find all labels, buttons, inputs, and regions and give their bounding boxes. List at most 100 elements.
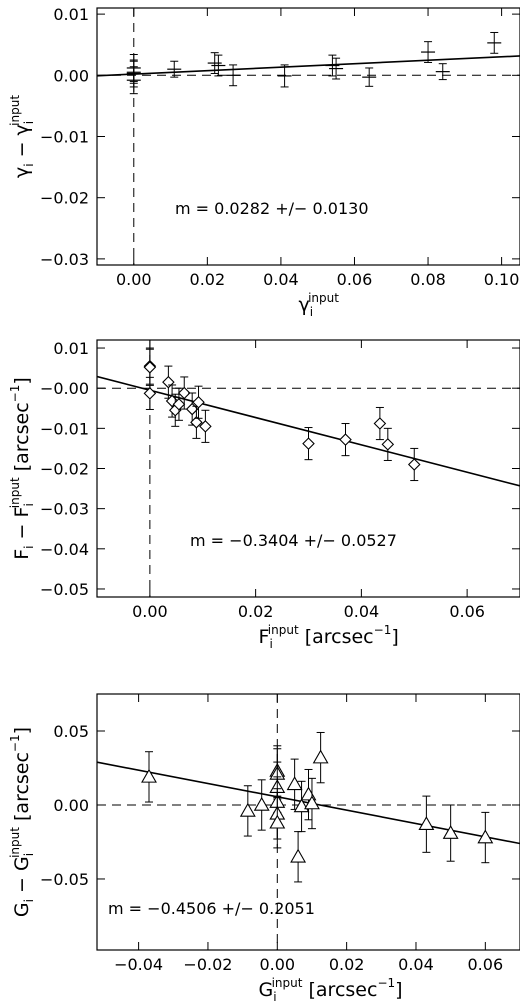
data-point [373, 406, 387, 441]
data-point [421, 41, 436, 63]
x-label-unit-sup: −1 [377, 976, 395, 990]
x-label-sup: input [308, 291, 339, 305]
x-label-unit-end: ] [395, 979, 402, 1001]
x-label-unit: [arcsec [302, 979, 377, 1001]
y-tick-label: −0.01 [40, 128, 89, 147]
triangle-marker [418, 816, 435, 831]
data-point [211, 54, 226, 77]
x-label-symbol: F [259, 626, 270, 648]
y-label-minus: − [11, 135, 33, 163]
plot-frame [96, 693, 520, 951]
x-label-symbol: G [259, 979, 274, 1001]
x-tick-label: 0.02 [238, 602, 274, 621]
x-tick-label: 0.08 [410, 270, 446, 289]
data-point [190, 405, 203, 439]
x-label-sub: i [310, 305, 313, 319]
y-axis-label: γi − γiinput [8, 95, 36, 178]
y-label-symbol: G [11, 902, 33, 917]
fit-annotation: m = −0.4506 +/− 0.2051 [108, 899, 315, 918]
diamond-marker [172, 397, 186, 411]
data-point [177, 376, 191, 410]
data-point [442, 804, 459, 862]
fit-line [97, 55, 520, 77]
x-tick-label: 0.02 [190, 270, 226, 289]
y-tick-label: −0.03 [40, 250, 89, 269]
y-tick-label: 0.00 [53, 796, 89, 815]
data-point [286, 758, 303, 810]
y-label-sub-2: i [22, 121, 36, 124]
y-label-symbol-2: F [11, 507, 33, 518]
data-point [339, 423, 352, 457]
x-axis-label: Fiinput [arcsec−1] [259, 623, 399, 651]
x-tick-label: 0.04 [398, 955, 434, 974]
plot-area [97, 694, 520, 950]
y-label-sub: i [22, 163, 36, 166]
data-point [312, 731, 329, 784]
x-axis-label: γiinput [299, 291, 340, 319]
data-point [329, 57, 344, 80]
triangle-marker [141, 768, 157, 783]
y-tick-label: −0.01 [40, 419, 89, 438]
triangle-marker [239, 802, 256, 817]
triangle-marker [290, 848, 307, 863]
y-label-symbol: F [11, 549, 33, 560]
x-tick-label: −0.02 [183, 955, 232, 974]
fit-annotation: m = −0.3404 +/− 0.0527 [190, 531, 397, 550]
x-label-sup: input [268, 623, 299, 637]
data-point [207, 52, 222, 74]
plot-area [97, 8, 520, 265]
triangle-marker [269, 814, 286, 829]
data-point [239, 785, 256, 837]
data-point [362, 67, 377, 87]
y-label-minus: − [11, 517, 33, 545]
y-label-symbol: γ [11, 167, 33, 178]
data-point [304, 777, 320, 830]
data-point [141, 751, 157, 803]
x-tick-label: 0.04 [263, 270, 299, 289]
y-tick-label: 0.01 [53, 5, 89, 24]
y-tick-label: 0.05 [53, 722, 89, 741]
x-tick-label: 0.06 [337, 270, 373, 289]
y-label-sup-2: input [8, 477, 22, 508]
x-tick-label: −0.04 [114, 955, 163, 974]
data-point [290, 831, 307, 883]
y-tick-label: −0.05 [40, 580, 89, 599]
triangle-marker [442, 824, 459, 839]
y-tick-label: 0.01 [53, 339, 89, 358]
x-label-unit-sup: −1 [374, 623, 392, 637]
y-tick-label: −0.05 [40, 870, 89, 889]
x-label-unit: [arcsec [299, 626, 374, 648]
y-label-unit-end: ] [11, 727, 33, 734]
diamond-marker [199, 420, 212, 433]
y-label-unit: [arcsec [11, 752, 33, 827]
triangle-marker [286, 776, 303, 791]
data-point [192, 385, 205, 419]
data-point [126, 60, 141, 84]
y-tick-label: −0.02 [40, 189, 89, 208]
y-label-unit-sup: −1 [8, 385, 22, 403]
data-point [302, 427, 315, 461]
data-point [143, 376, 157, 410]
y-label-sup-2: input [8, 827, 22, 858]
diamond-marker [143, 361, 157, 374]
diamond-marker [192, 395, 205, 409]
x-label-sub: i [273, 990, 276, 1004]
x-tick-label: 0.10 [484, 270, 520, 289]
x-label-sub: i [269, 637, 272, 651]
data-point [226, 64, 241, 87]
data-point [477, 811, 494, 864]
x-label-sup: input [272, 976, 303, 990]
y-label-sub-2: i [22, 853, 36, 856]
data-point [253, 779, 270, 831]
data-point [269, 797, 286, 849]
plot-area [97, 340, 520, 597]
y-label-sub: i [22, 899, 36, 902]
x-axis-label: Giinput [arcsec−1] [259, 976, 403, 1004]
data-point [407, 447, 421, 482]
x-tick-label: 0.06 [449, 602, 485, 621]
chart-panel-1: 0.00 0.02 0.04 0.06 0.08 0.10 0.01 0.00 −0.01 −0.… [8, 5, 520, 319]
y-tick-label: −0.00 [40, 379, 89, 398]
data-point [277, 64, 292, 88]
x-label-symbol: γ [299, 294, 310, 316]
